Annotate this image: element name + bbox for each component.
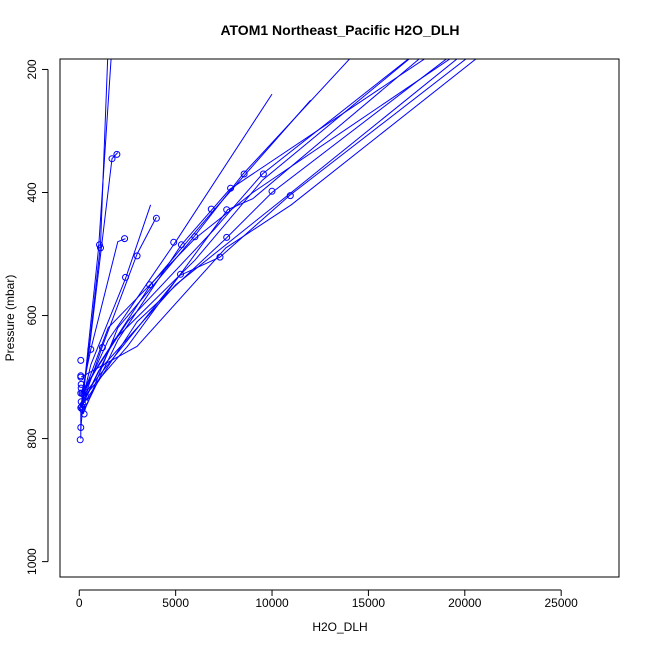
data-point-25 [113, 150, 121, 158]
profile-line-7 [82, 93, 273, 396]
x-tick-label: 25000 [544, 596, 578, 610]
data-point-35 [207, 205, 215, 213]
data-point-30 [152, 214, 160, 222]
data-point-40 [240, 170, 248, 178]
profile-line-17 [80, 59, 410, 409]
x-tick-label: 15000 [352, 596, 386, 610]
marker-layer [76, 150, 294, 444]
data-point-26 [121, 235, 129, 243]
data-point-43 [286, 192, 294, 200]
profile-line-13 [82, 59, 467, 396]
data-point-31 [170, 238, 178, 246]
y-tick-label: 200 [25, 59, 39, 79]
data-point-3 [77, 373, 85, 381]
data-point-16 [77, 424, 85, 431]
chart-title: ATOM1 Northeast_Pacific H2O_DLH [220, 22, 459, 38]
data-point-32 [177, 241, 185, 249]
data-point-34 [191, 233, 199, 241]
x-tick-label: 0 [76, 596, 83, 610]
x-tick-label: 20000 [448, 596, 482, 610]
data-point-36 [216, 253, 224, 261]
data-point-33 [177, 270, 184, 278]
profile-line-16 [84, 59, 420, 396]
data-point-21 [98, 344, 106, 351]
data-point-15 [80, 410, 88, 418]
data-point-5 [77, 384, 85, 392]
data-point-22 [96, 241, 103, 249]
x-tick-label: 10000 [255, 596, 289, 610]
x-tick-label: 5000 [162, 596, 189, 610]
y-axis-label: Pressure (mbar) [3, 275, 17, 362]
data-point-24 [108, 155, 116, 163]
profile-line-15 [80, 59, 477, 378]
profile-line-18 [84, 59, 458, 399]
profile-line-8 [84, 99, 311, 390]
data-point-42 [268, 187, 276, 195]
data-point-1 [77, 356, 85, 364]
y-tick-label: 1000 [25, 548, 39, 575]
data-point-39 [227, 184, 235, 192]
profile-line-3 [80, 152, 119, 408]
data-point-29 [146, 281, 154, 289]
data-point-10 [82, 393, 90, 401]
data-point-17 [76, 436, 84, 444]
data-point-28 [133, 252, 141, 260]
profile-line-11 [81, 59, 426, 415]
y-tick-label: 600 [25, 305, 39, 325]
y-tick-label: 800 [25, 428, 39, 448]
data-point-37 [223, 206, 231, 214]
data-point-7 [78, 389, 86, 397]
x-axis-label: H2O_DLH [312, 620, 367, 634]
profile-line-2 [80, 59, 112, 430]
y-tick-label: 400 [25, 182, 39, 202]
data-point-23 [97, 244, 104, 252]
profile-line-6 [81, 204, 152, 402]
data-point-19 [79, 401, 87, 409]
y-axis: 200 400 600 800 1000 [25, 59, 49, 575]
data-point-20 [87, 345, 95, 353]
profile-line-9 [82, 59, 351, 415]
data-point-9 [81, 388, 89, 396]
profile-line-12 [84, 59, 448, 402]
data-point-38 [223, 233, 231, 241]
data-point-41 [259, 170, 267, 178]
x-axis: 0 5000 10000 15000 20000 25000 [76, 589, 578, 610]
series-layer [80, 59, 477, 439]
plot-frame [59, 58, 620, 578]
data-point-4 [77, 380, 85, 388]
profile-line-14 [84, 59, 451, 390]
data-point-27 [122, 273, 129, 281]
